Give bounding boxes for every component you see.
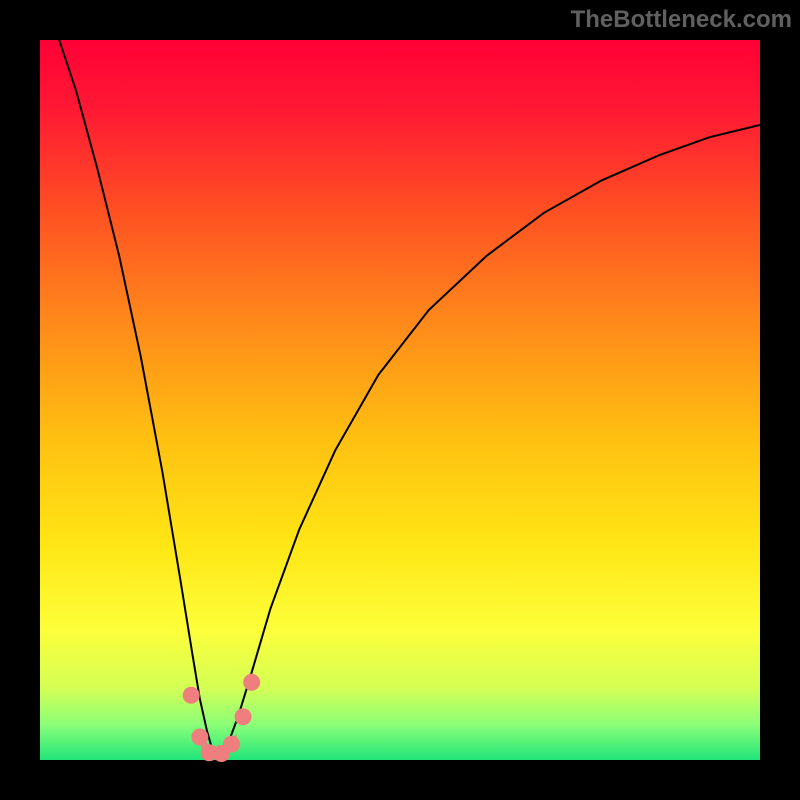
chart-background-gradient [40,40,760,760]
watermark-text: TheBottleneck.com [571,6,792,34]
bottleneck-curve [40,0,760,759]
valley-marker [183,687,199,703]
valley-marker [244,674,260,690]
chart-plot-area [40,40,760,760]
valley-marker [235,709,251,725]
curve-valley-marker-blob [197,734,237,756]
